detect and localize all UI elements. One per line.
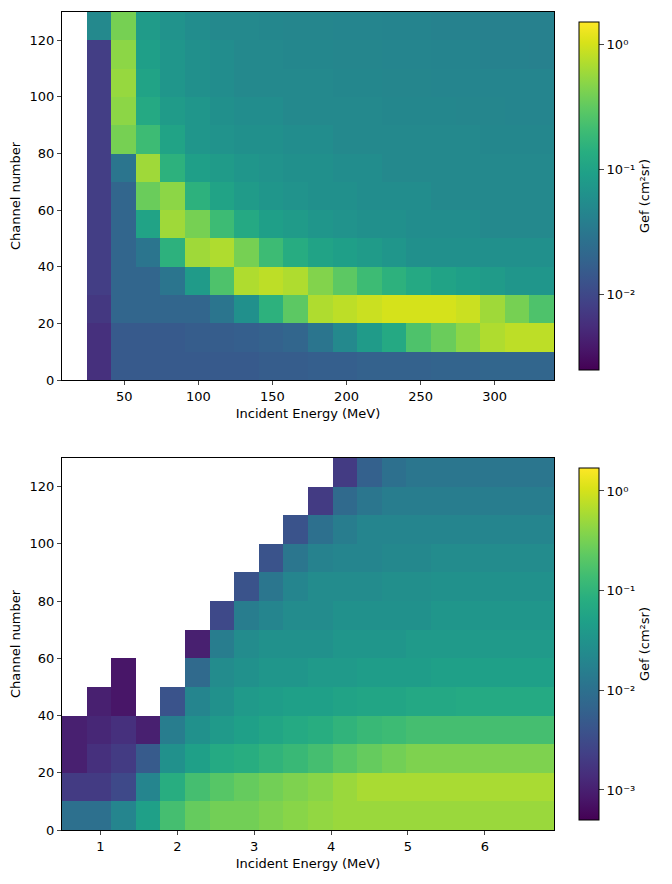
svg-text:Incident Energy (MeV): Incident Energy (MeV) [236,406,380,421]
svg-text:120: 120 [30,479,55,494]
svg-text:10⁻²: 10⁻² [607,287,636,302]
svg-text:60: 60 [38,651,55,666]
svg-text:150: 150 [260,389,285,404]
svg-text:1: 1 [96,839,104,854]
svg-text:50: 50 [116,389,133,404]
svg-text:10⁰: 10⁰ [607,484,629,499]
svg-text:Channel number: Channel number [8,589,23,698]
svg-text:40: 40 [38,259,55,274]
svg-text:10⁻³: 10⁻³ [607,783,636,798]
svg-text:120: 120 [30,33,55,48]
svg-text:2: 2 [173,839,181,854]
svg-text:Gef (cm²sr): Gef (cm²sr) [637,607,652,681]
svg-text:100: 100 [186,389,211,404]
svg-text:3: 3 [250,839,258,854]
svg-text:10⁻²: 10⁻² [607,683,636,698]
svg-text:6: 6 [481,839,489,854]
svg-text:80: 80 [38,146,55,161]
svg-text:250: 250 [408,389,433,404]
svg-text:200: 200 [334,389,359,404]
svg-text:Channel number: Channel number [8,141,23,250]
svg-text:Incident Energy (MeV): Incident Energy (MeV) [236,856,380,871]
svg-text:60: 60 [38,203,55,218]
svg-text:10⁻¹: 10⁻¹ [607,583,636,598]
svg-text:0: 0 [46,823,54,838]
svg-text:100: 100 [30,536,55,551]
svg-text:80: 80 [38,594,55,609]
svg-text:300: 300 [482,389,507,404]
svg-text:20: 20 [38,765,55,780]
svg-text:40: 40 [38,708,55,723]
svg-text:100: 100 [30,89,55,104]
svg-text:10⁰: 10⁰ [607,37,629,52]
svg-text:10⁻¹: 10⁻¹ [607,162,636,177]
svg-text:5: 5 [404,839,412,854]
svg-text:0: 0 [46,373,54,388]
svg-text:20: 20 [38,316,55,331]
svg-text:4: 4 [327,839,335,854]
svg-text:Gef (cm²sr): Gef (cm²sr) [637,159,652,233]
